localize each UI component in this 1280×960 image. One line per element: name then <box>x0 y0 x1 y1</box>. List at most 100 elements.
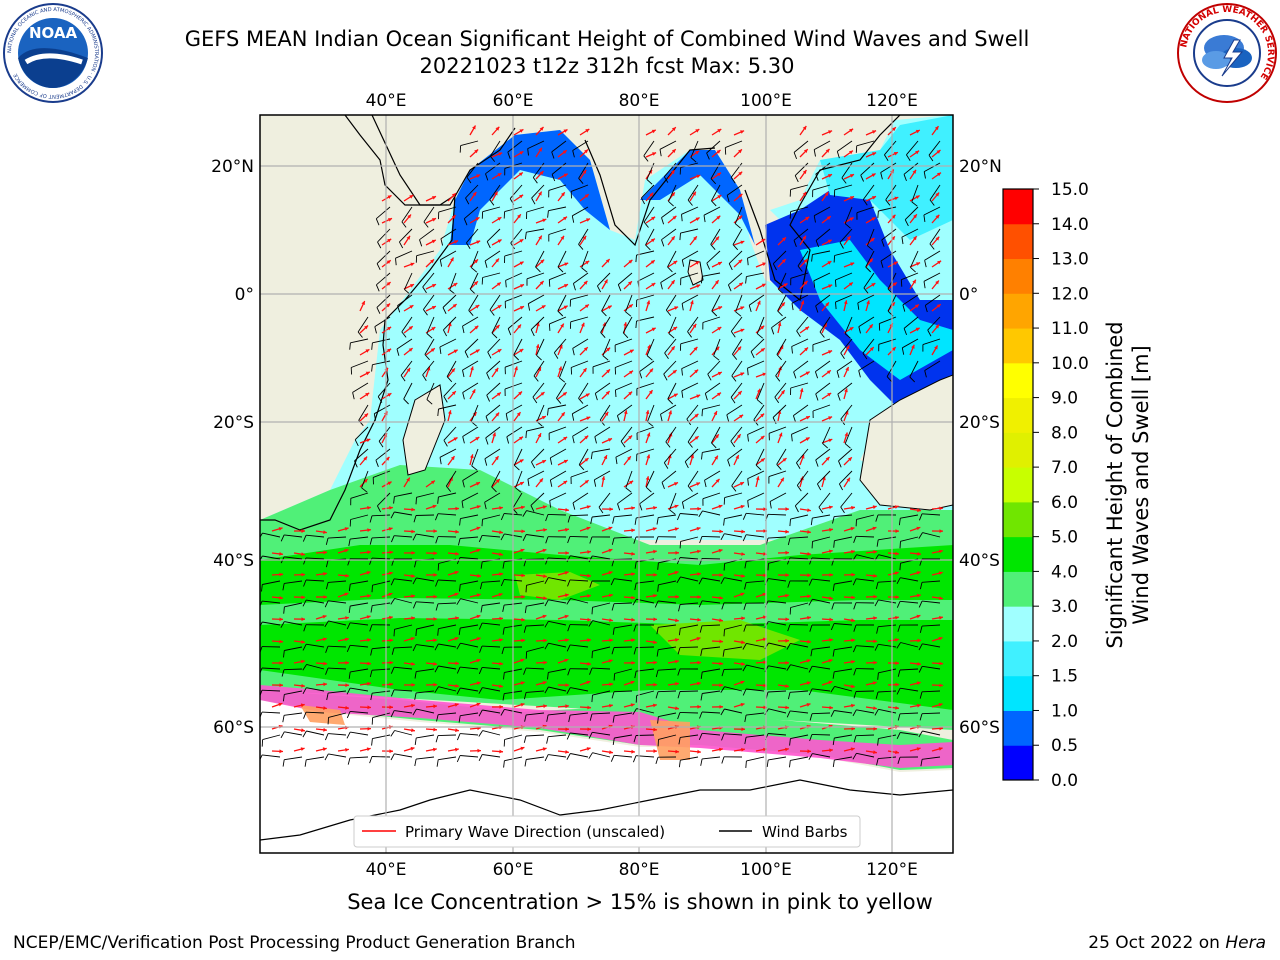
wind-barb-staff <box>416 668 435 673</box>
wind-barb-staff <box>548 404 567 409</box>
wind-barb-staff <box>283 668 303 671</box>
wave-direction-arrowhead <box>323 661 327 666</box>
wave-direction-arrowhead <box>845 367 849 371</box>
wind-barb-staff <box>844 206 853 224</box>
noaa-wordmark: NOAA <box>29 24 78 42</box>
wave-direction-arrowhead <box>873 639 877 644</box>
wind-barb-flag <box>830 623 835 631</box>
wave-direction-arrowhead <box>785 617 789 622</box>
wind-barb-staff <box>681 206 699 215</box>
wind-barb-staff <box>768 708 787 714</box>
wind-barb-flag <box>503 672 505 680</box>
lat-label-left: 20°N <box>211 157 254 177</box>
wind-barb-staff <box>464 338 479 352</box>
wind-barb-staff <box>921 580 941 583</box>
colorbar-bin <box>1003 675 1033 711</box>
wind-barb-flag <box>303 557 307 565</box>
wind-barb-staff <box>613 690 633 693</box>
wave-direction-arrowhead <box>693 236 697 241</box>
wind-barb-staff <box>878 734 897 740</box>
wind-barb-staff <box>328 690 347 694</box>
wind-barb-flag <box>787 624 791 632</box>
wind-barb-staff <box>614 668 633 674</box>
wave-direction-arrowhead <box>565 727 569 731</box>
wave-direction-arrowhead <box>499 684 503 688</box>
wind-barb-staff <box>878 536 897 541</box>
wind-barb-staff <box>507 140 523 153</box>
wind-barb-staff <box>572 338 589 349</box>
wind-barb-staff <box>746 712 765 716</box>
ocean-coastal-blue-bengal <box>640 150 755 245</box>
wind-barb-flag <box>346 711 351 719</box>
wind-barb-staff <box>507 316 523 329</box>
wind-barb-flag <box>775 375 781 382</box>
wave-direction-arrowhead <box>432 218 436 222</box>
wave-direction-arrowhead <box>583 347 588 351</box>
wind-barb-staff <box>460 598 479 604</box>
wave-direction-arrowhead <box>692 191 696 196</box>
wave-direction-arrowhead <box>562 392 567 396</box>
wind-barb-flag <box>681 214 683 222</box>
wave-direction-arrowhead <box>323 727 327 732</box>
wave-direction-arrowhead <box>694 369 699 374</box>
wind-barb-flag <box>530 505 535 512</box>
wind-barb-flag <box>667 266 673 273</box>
wave-direction-arrowhead <box>540 392 545 396</box>
wave-direction-arrowhead <box>653 749 657 753</box>
wind-barb-staff <box>614 624 633 629</box>
wind-barb-flag <box>578 244 584 250</box>
wave-direction-arrowhead <box>565 551 569 555</box>
wind-barb-flag <box>704 480 707 488</box>
wave-direction-arrowhead <box>411 551 415 555</box>
wind-barb-flag <box>730 177 736 184</box>
wave-direction-arrowhead <box>891 236 895 241</box>
wind-barb-flag <box>456 687 461 695</box>
wave-direction-arrowhead <box>363 456 368 461</box>
wind-barb-staff <box>812 250 831 256</box>
wind-barb-flag <box>687 485 693 492</box>
wind-barb-flag <box>435 536 439 544</box>
wave-direction-arrowhead <box>519 436 523 441</box>
lon-label-bottom: 40°E <box>366 860 407 880</box>
wind-barb-staff <box>746 272 765 278</box>
wave-direction-arrowhead <box>539 171 544 175</box>
wave-direction-arrowhead <box>653 594 657 598</box>
wind-barb-staff <box>547 557 567 560</box>
wave-direction-arrowhead <box>388 571 393 576</box>
wind-barb-flag <box>896 732 901 739</box>
wind-barb-staff <box>551 162 567 175</box>
wind-barb-flag <box>370 693 373 701</box>
wind-barb-flag <box>500 533 505 541</box>
wave-direction-arrowhead <box>628 304 633 308</box>
wave-direction-arrowhead <box>716 150 721 154</box>
wind-barb-flag <box>787 538 791 546</box>
wind-barb-flag <box>665 309 672 316</box>
wind-barb-flag <box>735 223 741 229</box>
wave-direction-arrowhead <box>674 482 678 486</box>
wind-barb-flag <box>786 643 791 650</box>
wind-barb-staff <box>658 514 677 519</box>
wave-direction-arrowhead <box>477 748 481 753</box>
wave-direction-arrowhead <box>939 615 943 620</box>
wave-direction-arrowhead <box>279 683 283 687</box>
wave-direction-arrowhead <box>760 325 765 330</box>
wind-barb-flag <box>462 392 465 400</box>
wind-barb-staff <box>790 514 809 520</box>
wave-direction-arrowhead <box>411 683 415 687</box>
wind-barb-staff <box>812 184 831 191</box>
wind-barb-flag <box>728 263 733 271</box>
wave-direction-arrowhead <box>936 304 941 308</box>
wave-direction-arrowhead <box>807 530 811 534</box>
wave-direction-arrowhead <box>828 350 833 354</box>
wind-barb-staff <box>377 382 391 397</box>
wave-direction-arrowhead <box>938 703 943 707</box>
wind-barb-staff <box>834 685 853 692</box>
wind-barb-staff <box>393 646 413 649</box>
wind-barb-staff <box>921 690 941 693</box>
wind-barb-flag <box>594 436 597 444</box>
wind-barb-flag <box>545 536 549 544</box>
wave-direction-arrowhead <box>895 529 899 533</box>
wave-direction-arrowhead <box>719 529 723 534</box>
wave-direction-arrowhead <box>499 661 503 666</box>
wave-direction-arrowhead <box>760 435 765 440</box>
